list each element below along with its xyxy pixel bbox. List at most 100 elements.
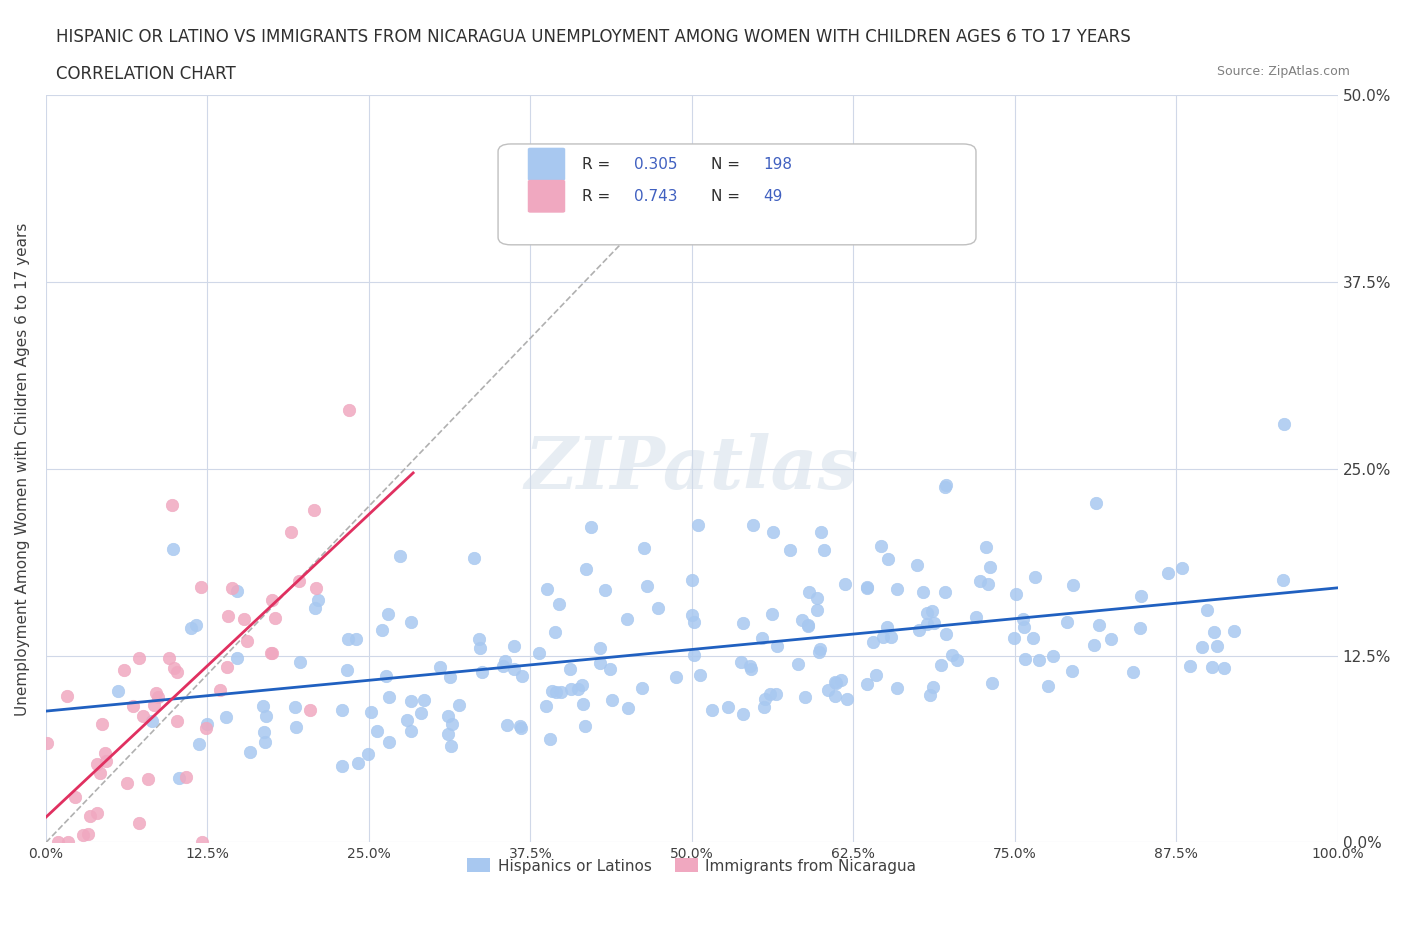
Point bbox=[374, 669, 396, 684]
Point bbox=[790, 613, 813, 628]
Point bbox=[550, 684, 572, 699]
Point bbox=[226, 583, 249, 598]
Point bbox=[806, 591, 828, 605]
Point bbox=[1202, 625, 1225, 640]
Point bbox=[921, 604, 943, 618]
Point bbox=[388, 549, 411, 564]
Point bbox=[589, 656, 612, 671]
Point bbox=[862, 634, 884, 649]
Point bbox=[510, 669, 533, 684]
Point bbox=[966, 610, 988, 625]
Point bbox=[503, 639, 526, 654]
Point bbox=[799, 584, 821, 599]
Point bbox=[96, 754, 118, 769]
Point bbox=[399, 615, 422, 630]
Point bbox=[233, 611, 256, 626]
Point bbox=[929, 658, 952, 672]
Point bbox=[503, 661, 526, 676]
Text: 198: 198 bbox=[763, 156, 792, 172]
Text: N =: N = bbox=[711, 156, 745, 172]
Point bbox=[824, 676, 846, 691]
Point bbox=[91, 716, 114, 731]
Point bbox=[253, 724, 276, 739]
Point bbox=[935, 626, 957, 641]
Text: Source: ZipAtlas.com: Source: ZipAtlas.com bbox=[1216, 65, 1350, 78]
Point bbox=[1087, 618, 1109, 632]
Point bbox=[163, 661, 186, 676]
Point bbox=[761, 606, 783, 621]
Point bbox=[288, 655, 311, 670]
Point bbox=[683, 647, 706, 662]
Point bbox=[731, 616, 754, 631]
Point bbox=[1178, 658, 1201, 673]
Point bbox=[946, 653, 969, 668]
Point bbox=[187, 737, 209, 751]
Point bbox=[1042, 648, 1064, 663]
Point bbox=[810, 525, 832, 539]
Point bbox=[58, 835, 80, 850]
Point bbox=[593, 583, 616, 598]
Point bbox=[304, 601, 326, 616]
Point bbox=[935, 478, 957, 493]
Point bbox=[167, 770, 190, 785]
Point bbox=[166, 713, 188, 728]
Text: N =: N = bbox=[711, 189, 745, 204]
Point bbox=[215, 659, 238, 674]
Point bbox=[1060, 663, 1083, 678]
Point bbox=[761, 525, 783, 539]
Point bbox=[463, 551, 485, 565]
Point bbox=[787, 657, 810, 671]
Point bbox=[468, 641, 491, 656]
Point bbox=[336, 631, 359, 646]
Point bbox=[794, 689, 817, 704]
Point bbox=[779, 542, 801, 557]
Point bbox=[589, 641, 612, 656]
Legend: Hispanics or Latinos, Immigrants from Nicaragua: Hispanics or Latinos, Immigrants from Ni… bbox=[461, 853, 922, 880]
Point bbox=[835, 691, 858, 706]
Point bbox=[360, 705, 382, 720]
Point bbox=[574, 718, 596, 733]
Point bbox=[79, 808, 101, 823]
Point bbox=[128, 650, 150, 665]
Point bbox=[855, 580, 877, 595]
Point bbox=[190, 579, 212, 594]
Point bbox=[879, 630, 901, 644]
Point bbox=[813, 542, 835, 557]
Point bbox=[980, 675, 1002, 690]
Point bbox=[366, 724, 388, 738]
Text: R =: R = bbox=[582, 189, 616, 204]
Point bbox=[730, 655, 752, 670]
Point bbox=[115, 776, 138, 790]
Point bbox=[347, 756, 370, 771]
Point bbox=[284, 699, 307, 714]
Point bbox=[1014, 651, 1036, 666]
Point bbox=[575, 561, 598, 576]
Text: 49: 49 bbox=[763, 189, 782, 204]
Point bbox=[226, 651, 249, 666]
Point bbox=[571, 677, 593, 692]
Point bbox=[543, 625, 565, 640]
Point bbox=[280, 525, 302, 539]
Point bbox=[886, 681, 908, 696]
Point bbox=[356, 747, 378, 762]
Point bbox=[221, 580, 243, 595]
Point bbox=[1024, 570, 1046, 585]
Point bbox=[759, 687, 782, 702]
Point bbox=[298, 702, 321, 717]
FancyBboxPatch shape bbox=[527, 148, 565, 180]
Point bbox=[541, 684, 564, 698]
Point bbox=[174, 769, 197, 784]
Point bbox=[1062, 578, 1084, 592]
Point bbox=[437, 726, 460, 741]
Point bbox=[262, 645, 284, 660]
Point bbox=[142, 698, 165, 712]
Point bbox=[94, 746, 117, 761]
Point bbox=[581, 520, 603, 535]
Point bbox=[72, 828, 94, 843]
Point bbox=[921, 680, 943, 695]
Point bbox=[751, 631, 773, 645]
Point bbox=[288, 573, 311, 588]
Point bbox=[934, 584, 956, 599]
Point bbox=[934, 479, 956, 494]
Point bbox=[262, 592, 284, 607]
